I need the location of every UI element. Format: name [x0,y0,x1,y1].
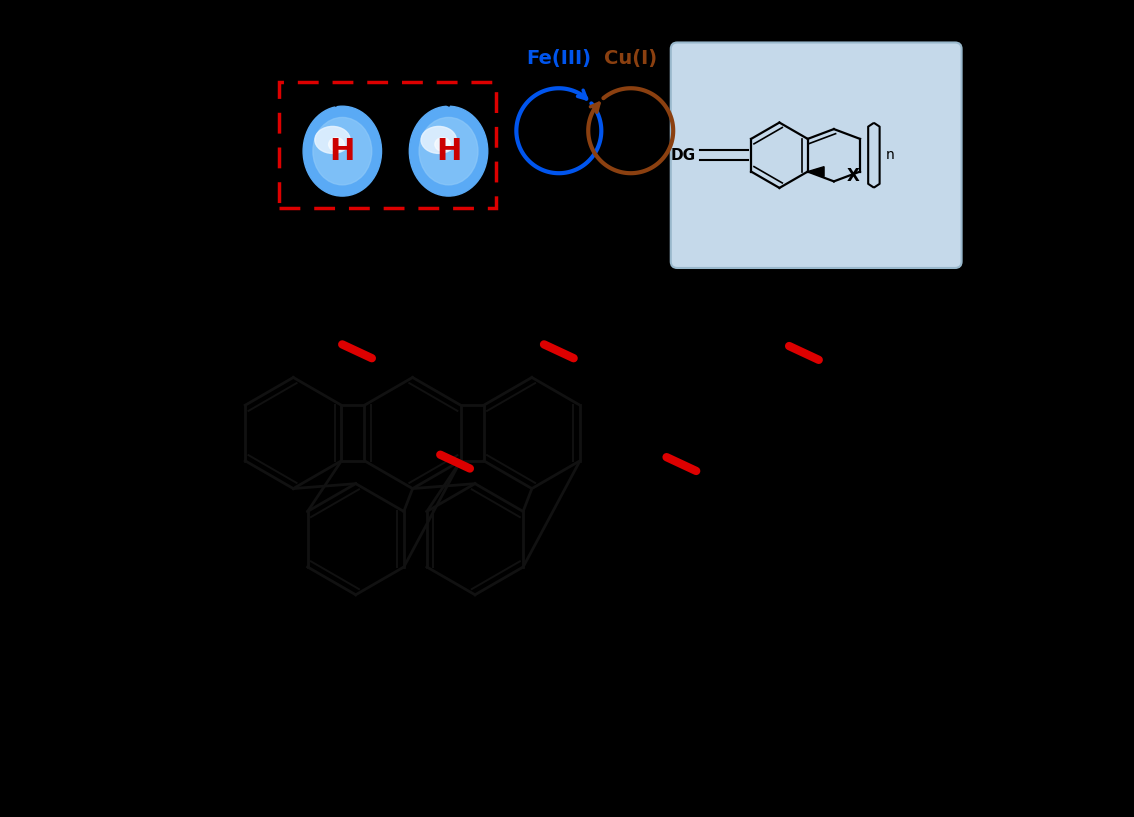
Text: X: X [847,167,860,185]
Ellipse shape [409,106,488,196]
Ellipse shape [329,138,345,151]
Ellipse shape [315,127,350,154]
Ellipse shape [420,118,477,185]
Ellipse shape [421,127,456,154]
Text: n: n [886,148,895,163]
Text: Cu(I): Cu(I) [604,49,658,68]
Polygon shape [807,167,824,176]
Ellipse shape [313,118,372,185]
Text: H: H [435,136,462,166]
FancyBboxPatch shape [670,42,962,268]
Text: DG: DG [671,148,696,163]
Ellipse shape [303,106,381,196]
Text: H: H [330,136,355,166]
Text: Fe(III): Fe(III) [526,49,591,68]
Ellipse shape [434,138,450,151]
